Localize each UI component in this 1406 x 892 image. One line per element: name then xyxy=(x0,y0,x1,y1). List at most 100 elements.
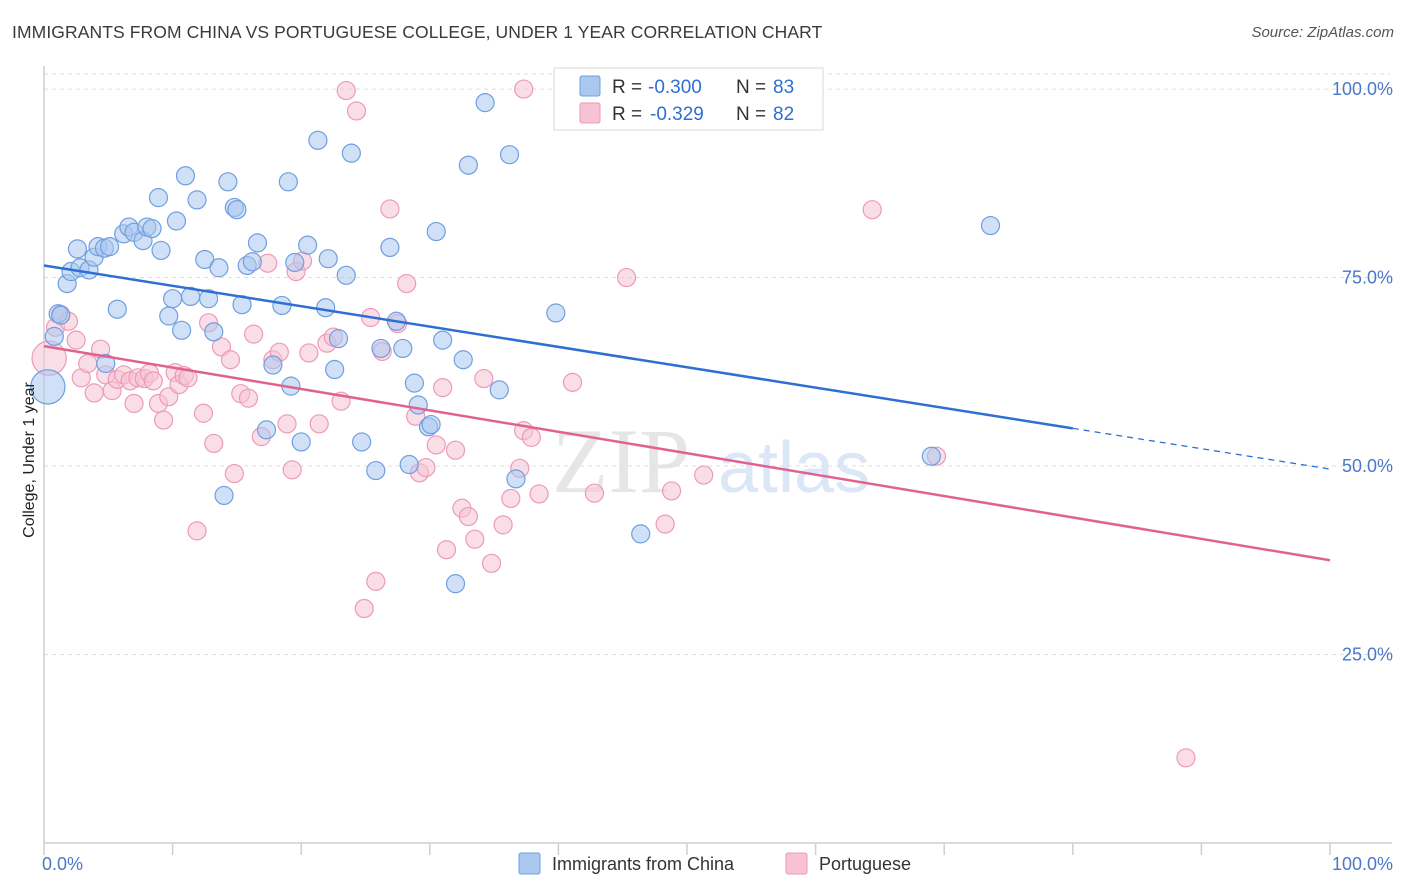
point-portuguese xyxy=(366,571,386,591)
point-portuguese xyxy=(465,529,485,549)
y-tick-label: 25.0% xyxy=(1342,645,1393,665)
point-china xyxy=(163,289,183,309)
point-portuguese xyxy=(309,414,329,434)
point-portuguese xyxy=(66,330,86,350)
y-tick-label: 100.0% xyxy=(1332,79,1393,99)
legend-n-value-china: 83 xyxy=(773,77,794,98)
point-china xyxy=(166,211,187,231)
point-china xyxy=(242,252,262,272)
point-portuguese xyxy=(436,540,457,560)
point-portuguese xyxy=(336,80,356,101)
point-portuguese xyxy=(655,514,675,534)
point-portuguese xyxy=(238,388,259,408)
bottom-legend: Immigrants from China Portuguese xyxy=(518,852,911,875)
point-portuguese xyxy=(244,324,264,344)
trend-line-china xyxy=(43,264,1073,430)
point-china xyxy=(218,172,238,192)
point-china xyxy=(399,454,419,475)
point-china xyxy=(263,355,283,375)
point-china xyxy=(148,188,169,208)
point-china xyxy=(214,485,234,506)
point-portuguese xyxy=(299,343,319,363)
watermark-atlas: atlas xyxy=(718,428,870,508)
point-china xyxy=(187,190,207,210)
point-china xyxy=(298,235,318,255)
point-china xyxy=(980,215,1001,236)
legend-r-value-portuguese: -0.329 xyxy=(650,104,704,125)
point-portuguese xyxy=(493,515,513,535)
point-china xyxy=(316,298,336,318)
point-china xyxy=(30,369,66,405)
point-portuguese xyxy=(521,427,541,447)
point-china xyxy=(921,446,941,466)
point-portuguese xyxy=(661,481,682,501)
point-portuguese xyxy=(514,79,534,99)
point-portuguese xyxy=(346,101,367,121)
point-portuguese xyxy=(178,368,198,388)
point-china xyxy=(159,306,179,326)
point-china xyxy=(453,350,473,370)
legend-n-value-portuguese: 82 xyxy=(773,104,794,125)
source-credit: Source: ZipAtlas.com xyxy=(1251,24,1394,41)
point-portuguese xyxy=(584,483,605,503)
point-china xyxy=(51,305,71,325)
point-china xyxy=(366,460,386,481)
point-china xyxy=(256,420,277,440)
point-portuguese xyxy=(694,465,714,485)
point-portuguese xyxy=(193,403,214,423)
x-tick-labels: 0.0% 100.0% xyxy=(42,854,1393,874)
point-portuguese xyxy=(282,460,302,480)
point-portuguese xyxy=(862,200,882,220)
legend-n-label-china: N = xyxy=(736,77,766,98)
point-china xyxy=(227,200,247,220)
point-china xyxy=(96,353,116,374)
legend-swatch-portuguese xyxy=(579,102,601,124)
axes xyxy=(43,66,1392,855)
point-china xyxy=(308,130,328,150)
legend-r-label-china: R = xyxy=(612,77,642,98)
legend-r-value-china: -0.300 xyxy=(648,77,702,98)
point-portuguese xyxy=(616,267,637,288)
point-china xyxy=(352,432,372,452)
point-portuguese xyxy=(220,350,241,370)
point-china xyxy=(318,249,338,269)
point-portuguese xyxy=(458,506,478,527)
y-tick-label: 75.0% xyxy=(1342,268,1393,288)
point-portuguese xyxy=(562,372,583,392)
point-china xyxy=(631,524,651,544)
legend-n-label-portuguese: N = xyxy=(736,104,766,125)
point-portuguese xyxy=(354,598,374,619)
point-china xyxy=(371,338,391,359)
trend-line-portuguese xyxy=(43,344,1331,562)
point-china xyxy=(421,414,441,435)
trend-line-china-extension xyxy=(1072,427,1331,470)
point-china xyxy=(151,240,171,261)
point-china xyxy=(445,574,466,594)
point-china xyxy=(175,166,196,186)
point-china xyxy=(142,218,162,239)
point-china xyxy=(247,233,268,253)
point-china xyxy=(546,303,566,323)
point-china xyxy=(433,330,453,350)
trend-lines xyxy=(43,264,1331,562)
point-portuguese xyxy=(397,273,417,294)
point-china xyxy=(278,172,298,192)
point-china xyxy=(67,239,88,259)
point-portuguese xyxy=(78,353,98,374)
point-portuguese xyxy=(204,433,224,454)
legend: R = -0.300 N = 83 R = -0.329 N = 82 xyxy=(553,67,824,131)
point-portuguese xyxy=(416,457,436,478)
point-china xyxy=(336,265,356,285)
point-china xyxy=(380,237,400,258)
point-china xyxy=(195,249,215,270)
point-china xyxy=(272,295,292,316)
point-china xyxy=(426,221,446,242)
point-china xyxy=(489,380,509,400)
point-portuguese xyxy=(1176,748,1196,768)
point-china xyxy=(458,155,478,175)
point-china xyxy=(204,322,224,342)
point-portuguese xyxy=(380,199,400,219)
point-china xyxy=(408,395,428,415)
chart-title: IMMIGRANTS FROM CHINA VS PORTUGUESE COLL… xyxy=(12,22,823,42)
point-china xyxy=(499,145,520,165)
